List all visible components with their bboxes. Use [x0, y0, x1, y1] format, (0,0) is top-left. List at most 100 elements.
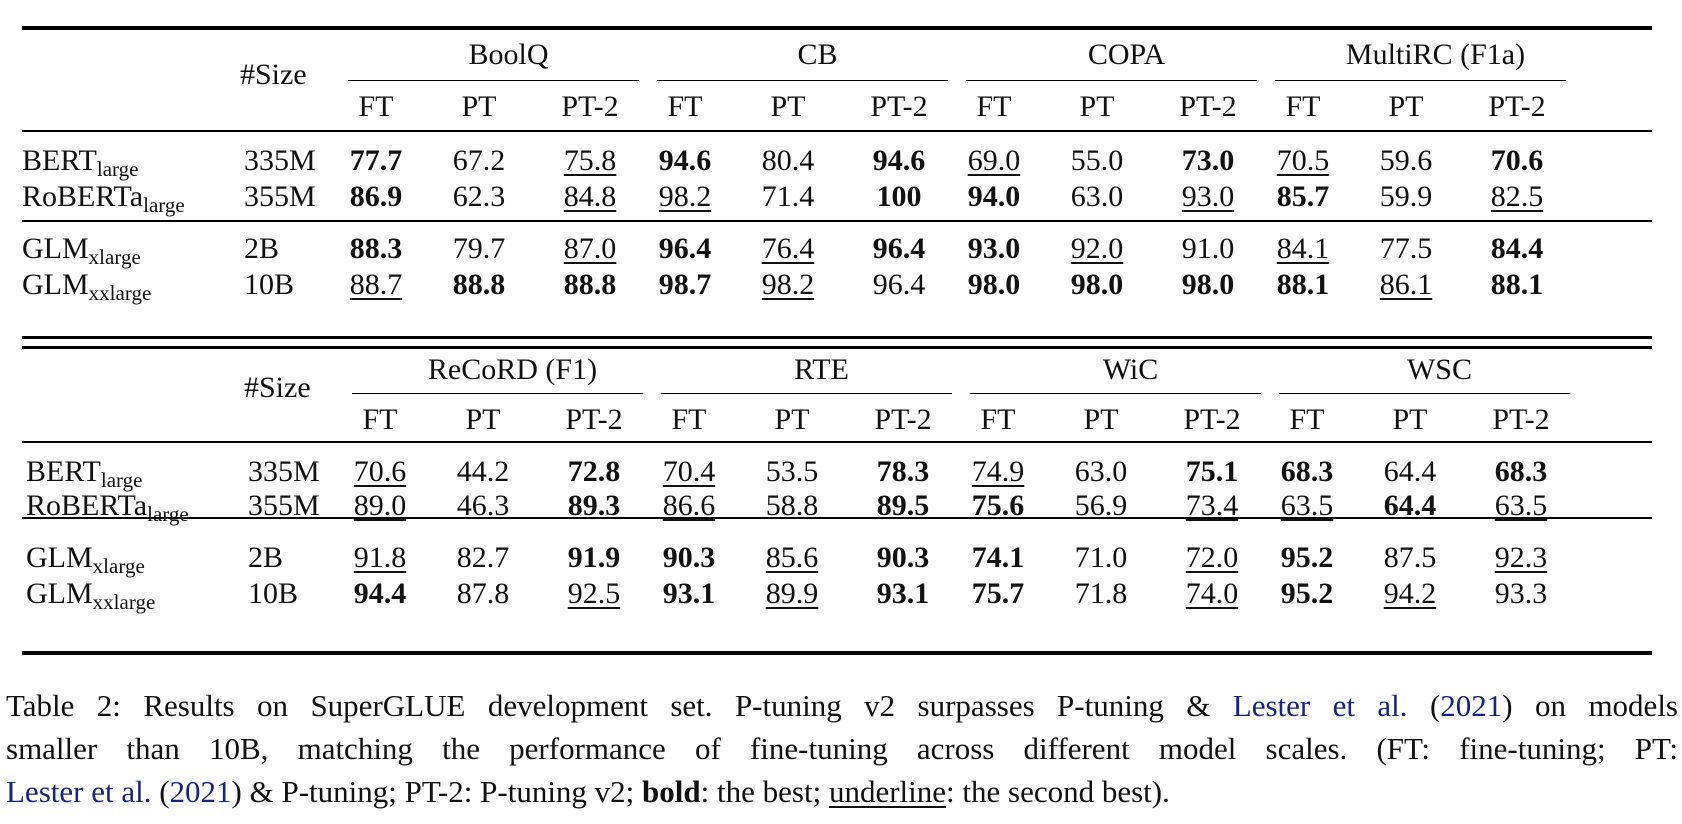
score-cell: 82.7 — [456, 541, 510, 574]
results-table-bottom: #Size ReCoRD (F1) FT PT PT-2 RTE FT PT PT-2 WiC FT… — [22, 346, 1652, 655]
underline-legend: underline — [828, 774, 947, 809]
model-name: GLMxlarge — [22, 232, 141, 269]
score-cell: 58.8 — [765, 489, 819, 522]
caption-line-3: Lester et al. (2021) & P-tuning; PT-2: P… — [6, 774, 1170, 809]
score-cell: 88.1 — [1490, 268, 1544, 301]
dataset-header-rule — [970, 393, 1261, 394]
score-cell: 96.4 — [658, 232, 712, 265]
score-cell: 77.7 — [349, 144, 403, 177]
score-cell: 63.0 — [1074, 455, 1128, 488]
method-header: PT-2 — [874, 403, 932, 436]
score-cell: 89.5 — [876, 489, 930, 522]
model-size-subscript: xxlarge — [92, 590, 156, 614]
score-cell: 63.5 — [1280, 489, 1334, 522]
model-size-subscript: xxlarge — [88, 281, 152, 305]
score-cell: 91.9 — [567, 541, 621, 574]
citation-year-link[interactable]: 2021 — [1440, 688, 1503, 723]
score-cell: 72.8 — [567, 455, 621, 488]
model-name: GLMxxlarge — [22, 268, 152, 305]
score-cell: 70.6 — [353, 455, 407, 488]
method-header: PT-2 — [1179, 90, 1237, 123]
dataset-header: BoolQ — [468, 38, 549, 71]
score-cell: 87.8 — [456, 577, 510, 610]
model-name: RoBERTalarge — [22, 180, 185, 217]
score-cell: 64.4 — [1383, 455, 1437, 488]
score-cell: 88.3 — [349, 232, 403, 265]
score-cell: 70.5 — [1276, 144, 1330, 177]
score-cell: 98.2 — [658, 180, 712, 213]
score-cell: 73.0 — [1181, 144, 1235, 177]
method-header: PT — [774, 403, 810, 436]
score-cell: 75.1 — [1185, 455, 1239, 488]
model-name-base: BERT — [22, 144, 97, 177]
score-cell: 80.4 — [761, 144, 815, 177]
model-param-count: 355M — [244, 180, 316, 213]
dataset-header-rule — [348, 80, 639, 81]
score-cell: 59.9 — [1379, 180, 1433, 213]
model-param-count: 2B — [248, 541, 284, 574]
caption-line-2: smaller than 10B, matching the performan… — [6, 731, 1678, 766]
score-cell: 89.0 — [353, 489, 407, 522]
score-cell: 88.8 — [563, 268, 617, 301]
dataset-header: WiC — [1102, 353, 1159, 386]
model-size-subscript: large — [100, 468, 143, 492]
score-cell: 74.0 — [1185, 577, 1239, 610]
score-cell: 82.5 — [1490, 180, 1544, 213]
score-cell: 78.3 — [876, 455, 930, 488]
score-cell: 95.2 — [1280, 577, 1334, 610]
method-header: PT — [461, 90, 497, 123]
caption-line-1: Table 2: Results on SuperGLUE developmen… — [6, 688, 1678, 723]
model-size-subscript: large — [96, 157, 139, 181]
score-cell: 94.6 — [872, 144, 926, 177]
method-header: FT — [976, 90, 1012, 123]
method-header: FT — [1289, 403, 1325, 436]
score-cell: 92.3 — [1494, 541, 1548, 574]
table-header-rule — [22, 441, 1652, 443]
method-header: PT-2 — [1183, 403, 1241, 436]
method-header: PT-2 — [565, 403, 623, 436]
table-caption: Table 2: Results on SuperGLUE developmen… — [6, 684, 1678, 813]
method-header: PT — [1083, 403, 1119, 436]
score-cell: 88.7 — [349, 268, 403, 301]
score-cell: 59.6 — [1379, 144, 1433, 177]
model-name-base: GLM — [26, 577, 93, 610]
score-cell: 68.3 — [1494, 455, 1548, 488]
citation-year-link[interactable]: 2021 — [169, 774, 232, 809]
score-cell: 79.7 — [452, 232, 506, 265]
score-cell: 87.0 — [563, 232, 617, 265]
dataset-header: ReCoRD (F1) — [427, 353, 598, 386]
score-cell: 92.0 — [1070, 232, 1124, 265]
table-header-rule — [22, 130, 1652, 132]
dataset-header-rule — [657, 80, 948, 81]
model-param-count: 355M — [248, 489, 320, 522]
score-cell: 72.0 — [1185, 541, 1239, 574]
score-cell: 70.6 — [1490, 144, 1544, 177]
method-header: PT-2 — [870, 90, 928, 123]
score-cell: 90.3 — [876, 541, 930, 574]
dataset-header: WSC — [1406, 353, 1473, 386]
score-cell: 69.0 — [967, 144, 1021, 177]
method-header: PT — [1392, 403, 1428, 436]
score-cell: 98.0 — [1070, 268, 1124, 301]
score-cell: 86.6 — [662, 489, 716, 522]
score-cell: 96.4 — [872, 268, 926, 301]
citation-link[interactable]: Lester et al. — [6, 774, 152, 809]
model-name-base: RoBERTa — [26, 489, 148, 522]
score-cell: 55.0 — [1070, 144, 1124, 177]
model-name-base: GLM — [22, 232, 89, 265]
score-cell: 70.4 — [662, 455, 716, 488]
score-cell: 67.2 — [452, 144, 506, 177]
model-name: GLMxlarge — [26, 541, 145, 578]
model-name: GLMxxlarge — [26, 577, 156, 614]
score-cell: 44.2 — [456, 455, 510, 488]
results-table-top: #Size BoolQ FT PT PT-2 CB FT PT PT-2 COPA FT PT PT-2… — [22, 26, 1652, 339]
citation-link[interactable]: Lester et al. — [1232, 688, 1408, 723]
score-cell: 64.4 — [1383, 489, 1437, 522]
model-name: BERTlarge — [22, 144, 139, 181]
method-header: PT-2 — [561, 90, 619, 123]
score-cell: 91.8 — [353, 541, 407, 574]
bold-legend: bold — [642, 774, 701, 809]
model-param-count: 10B — [248, 577, 299, 610]
score-cell: 73.4 — [1185, 489, 1239, 522]
method-header: PT-2 — [1488, 90, 1546, 123]
